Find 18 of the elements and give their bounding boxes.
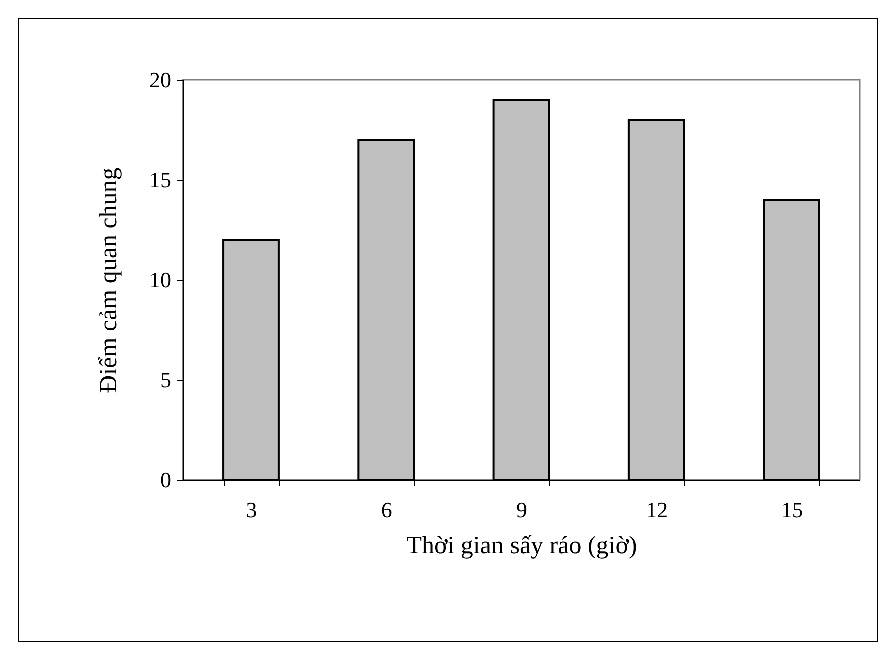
x-tick-label: 15 (781, 498, 804, 522)
x-axis-title: Thời gian sấy ráo (giờ) (406, 532, 638, 560)
x-tick-label: 6 (381, 498, 392, 522)
y-tick-label: 15 (150, 168, 172, 192)
y-tick-label: 5 (160, 368, 172, 392)
bar (628, 119, 686, 481)
x-tick-label: 9 (516, 498, 528, 522)
chart-frame: 3 6 9 12 15 Thời gian sấy ráo (giờ) 0 5 10 15 20 Điểm cảm quan chung (18, 18, 878, 642)
y-tick-label: 0 (160, 468, 172, 492)
y-tick-label: 20 (150, 68, 172, 92)
x-tick-label: 12 (646, 498, 668, 522)
bar (763, 199, 820, 481)
bar (492, 99, 550, 481)
bar (358, 139, 416, 481)
y-axis-title: Điểm cảm quan chung (96, 167, 122, 394)
y-tick-label: 10 (150, 268, 172, 292)
x-tick-label: 3 (246, 498, 258, 522)
bar (222, 239, 280, 481)
